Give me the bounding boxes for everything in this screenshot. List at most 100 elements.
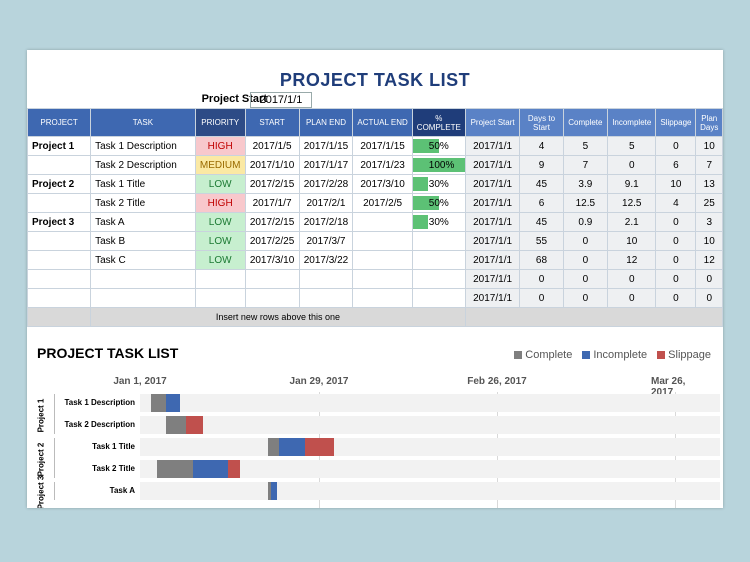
cell-complete[interactable]: 0 bbox=[562, 250, 609, 270]
col-start[interactable]: START bbox=[244, 108, 300, 137]
cell-ps[interactable]: 2017/1/1 bbox=[464, 155, 521, 175]
col-project[interactable]: PROJECT bbox=[27, 108, 92, 137]
cell-incomplete[interactable]: 0 bbox=[607, 269, 657, 289]
cell-actual-end[interactable]: 2017/1/15 bbox=[352, 136, 413, 156]
cell-priority[interactable]: MEDIUM bbox=[194, 155, 246, 175]
cell-actual-end[interactable] bbox=[352, 288, 413, 308]
cell-plan-end[interactable]: 2017/2/18 bbox=[298, 212, 354, 232]
cell-project[interactable]: Project 3 bbox=[27, 212, 92, 232]
cell-slippage[interactable]: 0 bbox=[655, 212, 697, 232]
col-actual-end[interactable]: ACTUAL END bbox=[352, 108, 413, 137]
cell-plan-days[interactable]: 10 bbox=[695, 136, 723, 156]
cell-complete[interactable]: 0 bbox=[562, 288, 609, 308]
cell-pct[interactable]: 50% bbox=[411, 193, 466, 213]
cell-start[interactable]: 2017/2/15 bbox=[244, 212, 300, 232]
cell-plan-end[interactable]: 2017/1/17 bbox=[298, 155, 354, 175]
cell-priority[interactable] bbox=[194, 288, 246, 308]
project-start-input[interactable]: 2017/1/1 bbox=[250, 92, 312, 108]
cell-plan-days[interactable]: 7 bbox=[695, 155, 723, 175]
cell-project[interactable]: Project 2 bbox=[27, 174, 92, 194]
cell-pct[interactable]: 100% bbox=[411, 155, 466, 175]
col-complete[interactable]: Complete bbox=[562, 108, 609, 137]
cell-task[interactable]: Task 1 Title bbox=[90, 174, 196, 194]
cell-days[interactable]: 4 bbox=[519, 136, 564, 156]
cell-actual-end[interactable] bbox=[352, 212, 413, 232]
cell-incomplete[interactable]: 0 bbox=[607, 155, 657, 175]
cell-plan-end[interactable] bbox=[298, 288, 354, 308]
cell-slippage[interactable]: 0 bbox=[655, 231, 697, 251]
cell-ps[interactable]: 2017/1/1 bbox=[464, 269, 521, 289]
cell-plan-end[interactable]: 2017/2/1 bbox=[298, 193, 354, 213]
cell-days[interactable]: 45 bbox=[519, 174, 564, 194]
cell-incomplete[interactable]: 2.1 bbox=[607, 212, 657, 232]
cell-priority[interactable]: HIGH bbox=[194, 136, 246, 156]
cell-project[interactable] bbox=[27, 155, 92, 175]
cell-task[interactable]: Task C bbox=[90, 250, 196, 270]
cell-task[interactable]: Task B bbox=[90, 231, 196, 251]
cell-start[interactable] bbox=[244, 269, 300, 289]
cell-slippage[interactable]: 0 bbox=[655, 288, 697, 308]
cell-incomplete[interactable]: 12.5 bbox=[607, 193, 657, 213]
cell-start[interactable]: 2017/2/25 bbox=[244, 231, 300, 251]
cell-days[interactable]: 9 bbox=[519, 155, 564, 175]
cell-start[interactable] bbox=[244, 288, 300, 308]
cell-priority[interactable] bbox=[194, 269, 246, 289]
cell-start[interactable]: 2017/1/5 bbox=[244, 136, 300, 156]
cell-ps[interactable]: 2017/1/1 bbox=[464, 193, 521, 213]
cell-task[interactable]: Task 2 Description bbox=[90, 155, 196, 175]
cell-days[interactable]: 45 bbox=[519, 212, 564, 232]
col-pct-complete[interactable]: % COMPLETE bbox=[411, 108, 466, 137]
cell-actual-end[interactable] bbox=[352, 269, 413, 289]
cell-ps[interactable]: 2017/1/1 bbox=[464, 212, 521, 232]
cell-plan-end[interactable]: 2017/2/28 bbox=[298, 174, 354, 194]
cell-pct[interactable] bbox=[411, 288, 466, 308]
cell-plan-end[interactable]: 2017/3/22 bbox=[298, 250, 354, 270]
cell-project[interactable] bbox=[27, 288, 92, 308]
cell-complete[interactable]: 5 bbox=[562, 136, 609, 156]
cell-plan-end[interactable] bbox=[298, 269, 354, 289]
cell-start[interactable]: 2017/3/10 bbox=[244, 250, 300, 270]
col-incomplete[interactable]: Incomplete bbox=[607, 108, 657, 137]
cell-pct[interactable] bbox=[411, 269, 466, 289]
cell-project[interactable] bbox=[27, 250, 92, 270]
cell-plan-days[interactable]: 0 bbox=[695, 288, 723, 308]
cell-slippage[interactable]: 0 bbox=[655, 269, 697, 289]
cell-priority[interactable]: LOW bbox=[194, 174, 246, 194]
cell-incomplete[interactable]: 10 bbox=[607, 231, 657, 251]
cell-actual-end[interactable] bbox=[352, 250, 413, 270]
cell-slippage[interactable]: 0 bbox=[655, 250, 697, 270]
cell-task[interactable] bbox=[90, 288, 196, 308]
cell-days[interactable]: 0 bbox=[519, 288, 564, 308]
cell-task[interactable]: Task 1 Description bbox=[90, 136, 196, 156]
cell-priority[interactable]: LOW bbox=[194, 212, 246, 232]
cell-plan-days[interactable]: 0 bbox=[695, 269, 723, 289]
cell-project[interactable] bbox=[27, 193, 92, 213]
cell-incomplete[interactable]: 9.1 bbox=[607, 174, 657, 194]
cell-days[interactable]: 6 bbox=[519, 193, 564, 213]
cell-project[interactable] bbox=[27, 231, 92, 251]
cell-actual-end[interactable]: 2017/3/10 bbox=[352, 174, 413, 194]
cell-slippage[interactable]: 10 bbox=[655, 174, 697, 194]
cell-plan-end[interactable]: 2017/3/7 bbox=[298, 231, 354, 251]
cell-slippage[interactable]: 0 bbox=[655, 136, 697, 156]
cell-project[interactable]: Project 1 bbox=[27, 136, 92, 156]
col-plan-end[interactable]: PLAN END bbox=[298, 108, 354, 137]
cell-plan-days[interactable]: 25 bbox=[695, 193, 723, 213]
cell-complete[interactable]: 12.5 bbox=[562, 193, 609, 213]
cell-slippage[interactable]: 6 bbox=[655, 155, 697, 175]
col-task[interactable]: TASK bbox=[90, 108, 196, 137]
cell-incomplete[interactable]: 5 bbox=[607, 136, 657, 156]
cell-priority[interactable]: HIGH bbox=[194, 193, 246, 213]
cell-days[interactable]: 68 bbox=[519, 250, 564, 270]
cell-priority[interactable]: LOW bbox=[194, 250, 246, 270]
cell-plan-days[interactable]: 12 bbox=[695, 250, 723, 270]
cell-complete[interactable]: 0 bbox=[562, 269, 609, 289]
col-priority[interactable]: PRIORITY bbox=[194, 108, 246, 137]
cell-complete[interactable]: 7 bbox=[562, 155, 609, 175]
cell-complete[interactable]: 0.9 bbox=[562, 212, 609, 232]
cell-pct[interactable]: 30% bbox=[411, 212, 466, 232]
cell-start[interactable]: 2017/1/10 bbox=[244, 155, 300, 175]
cell-ps[interactable]: 2017/1/1 bbox=[464, 288, 521, 308]
cell-pct[interactable] bbox=[411, 231, 466, 251]
cell-plan-days[interactable]: 10 bbox=[695, 231, 723, 251]
